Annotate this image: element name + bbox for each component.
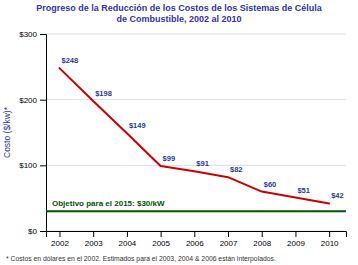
x-tick: 2008 [253,231,271,248]
x-tick-label: 2004 [119,239,137,248]
x-tick: 2009 [287,231,305,248]
y-tick-mark [40,165,46,166]
data-label: $82 [230,165,243,174]
target-line [46,210,346,212]
x-tick-label: 2008 [253,239,271,248]
x-tick-mark [194,231,195,237]
y-axis: $0 $100 $200 $300 [19,30,46,236]
title-line: de Combustible, 2002 al 2010 [116,14,241,24]
footnote: * Costos en dólares en el 2002. Estimado… [6,255,276,263]
x-tick-mark [127,231,128,237]
y-axis-title: Costo ($/kw)* [2,106,12,158]
x-tick-mark [93,231,94,237]
y-tick-label: $100 [19,161,37,170]
marks [46,68,346,211]
y-tick-label: $300 [19,30,37,39]
y-tick-mark [40,34,46,35]
target-label: Objetivo para el 2015: $30/kW [52,199,165,208]
data-label: $99 [163,154,176,163]
x-tick-mark [59,231,60,237]
y-tick-label: $0 [28,227,37,236]
plot: 2002 2003 2004 2005 2006 2007 2008 2009 2010 $0 $1… [19,30,346,248]
x-tick: 2004 [119,231,137,248]
y-tick: $0 [28,227,46,236]
x-tick-label: 2006 [186,239,204,248]
y-tick-mark [40,100,46,101]
x-tick-label: 2003 [85,239,103,248]
title-line: Progreso de la Reducción de los Costos d… [36,3,323,13]
data-label: $91 [196,159,209,168]
x-axis: 2002 2003 2004 2005 2006 2007 2008 2009 2010 [47,231,347,248]
x-tick-mark [161,231,162,237]
x-tick: 2002 [51,231,69,248]
chart: 2002 2003 2004 2005 2006 2007 2008 2009 2010 $0 $1… [0,0,358,265]
x-tick-mark [329,231,330,237]
x-axis-line [47,232,347,238]
x-tick-label: 2007 [220,239,238,248]
data-label: $51 [297,186,310,195]
grid-line [46,34,346,35]
x-tick-mark [295,231,296,237]
title: Progreso de la Reducción de los Costos d… [36,3,323,24]
data-label: $60 [264,180,277,189]
x-tick-label: 2009 [287,239,305,248]
texts: $248 $198 $149 $99 $91 $82 $60 $51 $42 Objetivo p… [52,56,344,208]
x-tick: 2007 [220,231,238,248]
x-tick: 2003 [85,231,103,248]
x-tick: 2010 [321,231,339,248]
y-tick: $200 [19,96,46,105]
data-label: $149 [129,121,146,130]
x-tick-label: 2005 [152,239,170,248]
y-tick: $300 [19,30,46,39]
x-tick-mark [228,231,229,237]
x-tick-label: 2002 [51,239,69,248]
y-tick: $100 [19,161,46,170]
x-tick-label: 2010 [321,239,339,248]
y-axis-line [40,35,47,232]
x-tick: 2005 [152,231,170,248]
x-tick: 2006 [186,231,204,248]
x-tick-mark [262,231,263,237]
y-tick-label: $200 [19,96,37,105]
data-label: $198 [95,89,112,98]
data-label: $248 [61,56,78,65]
y-tick-mark [40,231,46,232]
data-label: $42 [331,191,344,200]
grid [46,34,346,231]
cost-line [59,68,329,203]
